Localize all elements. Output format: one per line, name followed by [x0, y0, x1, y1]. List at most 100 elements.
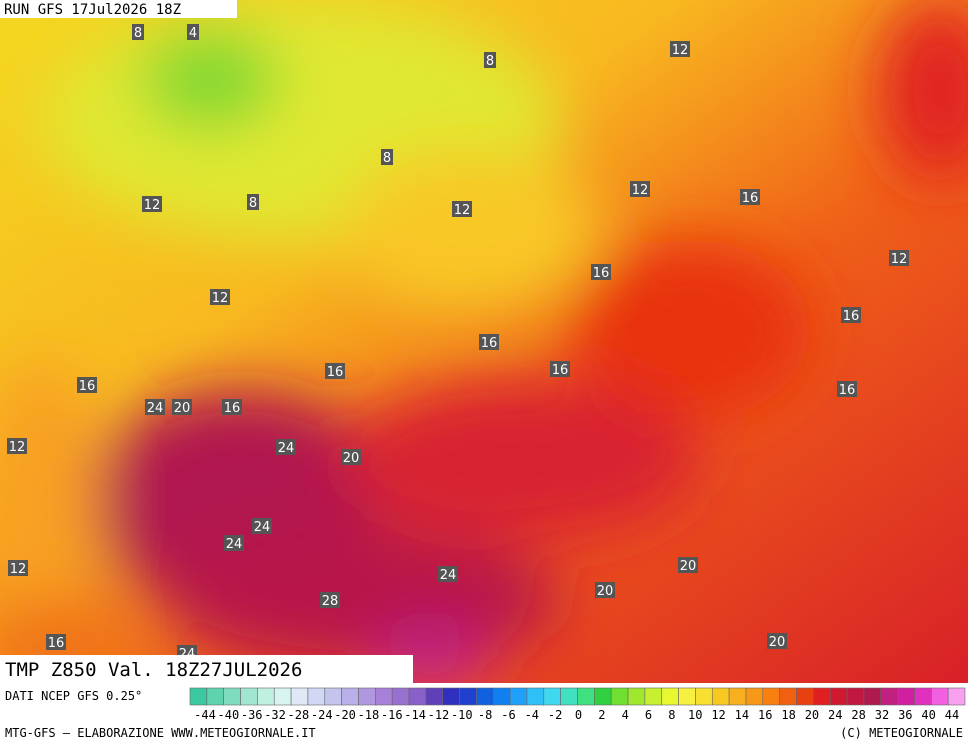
colorbar-swatch	[223, 687, 241, 706]
colorbar-tick-label: 24	[828, 708, 842, 722]
contour-label: 8	[486, 54, 494, 69]
colorbar-swatch	[206, 687, 224, 706]
contour-label-bg	[252, 518, 272, 534]
colorbar-swatch	[745, 687, 764, 706]
colorbar-swatch	[189, 687, 208, 706]
colorbar-swatch	[644, 687, 663, 706]
contour-label: 24	[147, 401, 164, 416]
colorbar-swatch	[813, 687, 831, 706]
contour-labels: 8 4 12 8 8 12 12 8 12 16 16 12 12 16 16 16 16 16 24 20 16 16 1…	[7, 24, 909, 662]
contour-label-bg	[247, 194, 259, 210]
colorbar-tick-label: 10	[688, 708, 702, 722]
colorbar-tick-label: 8	[668, 708, 675, 722]
contour-label-bg	[678, 557, 698, 573]
colorbar-swatch	[324, 687, 342, 706]
colorbar-swatch	[711, 687, 730, 706]
colorbar-swatch	[526, 687, 545, 706]
contour-label: 20	[597, 584, 614, 599]
credit: MTG-GFS — ELABORAZIONE WWW.METEOGIORNALE…	[5, 726, 316, 740]
contour-label: 8	[134, 26, 142, 41]
colorbar-tick-label: 4	[622, 708, 629, 722]
colorbar-swatch	[610, 687, 629, 706]
colorbar-swatch	[846, 687, 865, 706]
contour-label: 24	[440, 568, 457, 583]
contour-label-bg	[550, 361, 570, 377]
colorbar-tick-label: 18	[781, 708, 795, 722]
colorbar-tick-label: 16	[758, 708, 772, 722]
contour-label-bg	[381, 149, 393, 165]
colorbar-swatch	[695, 687, 713, 706]
colorbar-tick-label: -8	[478, 708, 492, 722]
colorbar-tick-label: -32	[264, 708, 286, 722]
contour-label-bg	[889, 250, 909, 266]
colorbar-tick-label: -24	[311, 708, 333, 722]
colorbar-tick-label: 6	[645, 708, 652, 722]
colorbar-swatch	[914, 687, 932, 706]
map-field	[0, 0, 968, 690]
contour-label: 20	[769, 635, 786, 650]
copyright: (C) METEOGIORNALE	[840, 726, 963, 740]
contour-label-bg	[341, 449, 361, 465]
colorbar-tick-label: 12	[711, 708, 725, 722]
contour-label: 16	[742, 191, 759, 206]
colorbar-swatch	[240, 687, 258, 706]
colorbar-swatch	[290, 687, 309, 706]
map-title: TMP Z850 Val. 18Z27JUL2026	[5, 659, 302, 681]
colorbar-tick-label: -14	[404, 708, 426, 722]
contour-label-bg	[438, 566, 458, 582]
colorbar-tick-label: 20	[805, 708, 819, 722]
run-label: RUN GFS 17Jul2026 18Z	[4, 2, 181, 18]
colorbar-tick-label: -40	[218, 708, 240, 722]
contour-label: 24	[226, 537, 243, 552]
contour-label: 12	[454, 203, 471, 218]
colorbar-tick-label: -36	[241, 708, 263, 722]
colorbar-swatch	[492, 687, 511, 706]
contour-label-bg	[841, 307, 861, 323]
colorbar: -44 -40 -36 -32 -28 -24 -20 -18 -16 -14 -12 -10 -8 -6…	[189, 687, 966, 722]
contour-label-bg	[77, 377, 97, 393]
contour-label-bg	[187, 24, 199, 40]
contour-label: 20	[174, 401, 191, 416]
colorbar-swatch	[459, 687, 477, 706]
contour-label-bg	[222, 399, 242, 415]
contour-label: 12	[144, 198, 161, 213]
contour-label: 20	[343, 451, 360, 466]
colorbar-tick-label: 2	[598, 708, 605, 722]
colorbar-swatch	[375, 687, 393, 706]
colorbar-swatch	[627, 687, 646, 706]
contour-label: 12	[632, 183, 649, 198]
contour-label: 24	[254, 520, 271, 535]
contour-label-bg	[172, 399, 192, 415]
colorbar-tick-label: -6	[501, 708, 515, 722]
contour-label-bg	[276, 439, 296, 455]
colorbar-tick-label: 36	[898, 708, 912, 722]
colorbar-swatch	[273, 687, 292, 706]
colorbar-swatch	[560, 687, 578, 706]
colorbar-tick-label: 32	[875, 708, 889, 722]
colorbar-tick-label: -4	[525, 708, 539, 722]
contour-label-bg	[595, 582, 615, 598]
contour-label-bg	[484, 52, 496, 68]
contour-label-bg	[479, 334, 499, 350]
colorbar-swatch	[897, 687, 915, 706]
colorbar-swatch	[796, 687, 814, 706]
contour-label-bg	[224, 535, 244, 551]
colorbar-tick-label: -20	[334, 708, 356, 722]
colorbar-swatch	[728, 687, 747, 706]
colorbar-tick-label: 28	[851, 708, 865, 722]
colorbar-tick-label: 0	[575, 708, 582, 722]
colorbar-tick-label: -12	[428, 708, 450, 722]
contour-label-bg	[740, 189, 760, 205]
contour-label-bg	[46, 634, 66, 650]
contour-label: 12	[672, 43, 689, 58]
source: DATI NCEP GFS 0.25°	[5, 689, 142, 703]
colorbar-swatch	[947, 687, 966, 706]
colorbar-swatch	[931, 687, 949, 706]
contour-label: 8	[383, 151, 391, 166]
colorbar-tick-label: 44	[945, 708, 959, 722]
contour-label: 12	[9, 440, 26, 455]
contour-label: 16	[839, 383, 856, 398]
colorbar-tick-label: -18	[358, 708, 380, 722]
colorbar-swatch	[863, 687, 882, 706]
